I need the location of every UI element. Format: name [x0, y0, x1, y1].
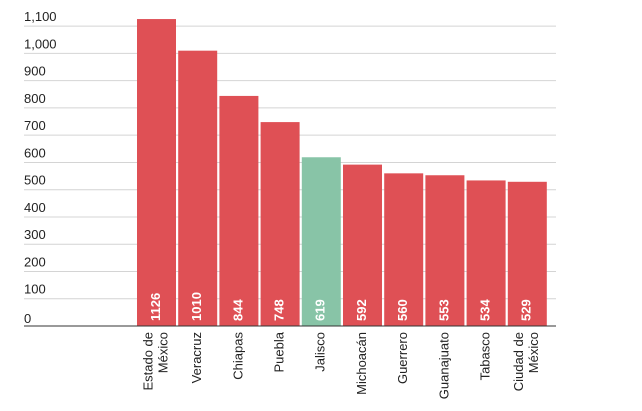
bar-value-label: 529: [519, 299, 534, 321]
category-label: Michoacán: [354, 332, 369, 395]
category-label-line: Michoacán: [354, 332, 369, 395]
bar: [260, 122, 300, 326]
bar: [466, 180, 506, 326]
bar-value-label: 534: [478, 299, 493, 321]
category-label: Tabasco: [478, 332, 493, 380]
category-label: Veracruz: [189, 332, 204, 383]
y-tick-label: 600: [24, 145, 46, 160]
category-label: Puebla: [272, 331, 287, 372]
bar-value-labels: 1126 1010 844 748 619 592 560 553 534 529: [148, 292, 534, 321]
category-label-line: Ciudad de: [511, 332, 526, 391]
y-tick-label: 300: [24, 227, 46, 242]
category-label: Ciudad de México: [511, 332, 541, 391]
bar-value-label: 844: [230, 299, 245, 321]
bar: [137, 19, 176, 327]
y-tick-label: 100: [24, 282, 46, 297]
category-label: Jalisco: [313, 332, 328, 372]
bar-value-label: 592: [354, 299, 369, 321]
bar-value-label: 1010: [189, 292, 204, 321]
bar: [384, 173, 424, 326]
bar: [178, 50, 218, 326]
bar: [425, 175, 465, 326]
y-tick-label: 900: [24, 64, 46, 79]
y-tick-label: 700: [24, 118, 46, 133]
category-label: Guerrero: [395, 332, 410, 384]
bar: [219, 95, 259, 326]
category-label-line: Estado de: [140, 332, 155, 391]
category-labels: Estado de México Veracruz Chiapas Puebla Jali…: [140, 331, 541, 399]
category-label-line: Chiapas: [230, 332, 245, 380]
category-label: Estado de México: [140, 332, 170, 391]
y-tick-label: 500: [24, 173, 46, 188]
bar: [507, 181, 547, 326]
bar-value-label: 748: [272, 299, 287, 321]
y-tick-label: 400: [24, 200, 46, 215]
bar: [301, 157, 341, 326]
category-label: Guanajuato: [436, 332, 451, 399]
y-tick-label: 1,000: [24, 36, 57, 51]
bar-value-label: 560: [395, 299, 410, 321]
category-label-line: México: [526, 332, 541, 373]
y-tick-label: 0: [24, 311, 31, 326]
category-label-line: México: [155, 332, 170, 373]
category-label-line: Puebla: [272, 331, 287, 372]
y-tick-label: 1,100: [24, 9, 57, 24]
category-label-line: Guerrero: [395, 332, 410, 384]
category-label-line: Tabasco: [478, 332, 493, 380]
category-label-line: Jalisco: [313, 332, 328, 372]
y-tick-label: 200: [24, 254, 46, 269]
y-axis-tick-labels: 0 100 200 300 400 500 600 700 800 900 1,000 1,100: [24, 9, 57, 326]
category-label-line: Guanajuato: [436, 332, 451, 399]
category-label-line: Veracruz: [189, 332, 204, 383]
bar-value-label: 553: [436, 299, 451, 321]
bar: [343, 164, 382, 326]
bar-value-label: 1126: [148, 293, 163, 321]
y-tick-label: 800: [24, 91, 46, 106]
bar-value-label: 619: [313, 299, 328, 321]
category-label: Chiapas: [230, 332, 245, 380]
bars: [137, 19, 547, 327]
